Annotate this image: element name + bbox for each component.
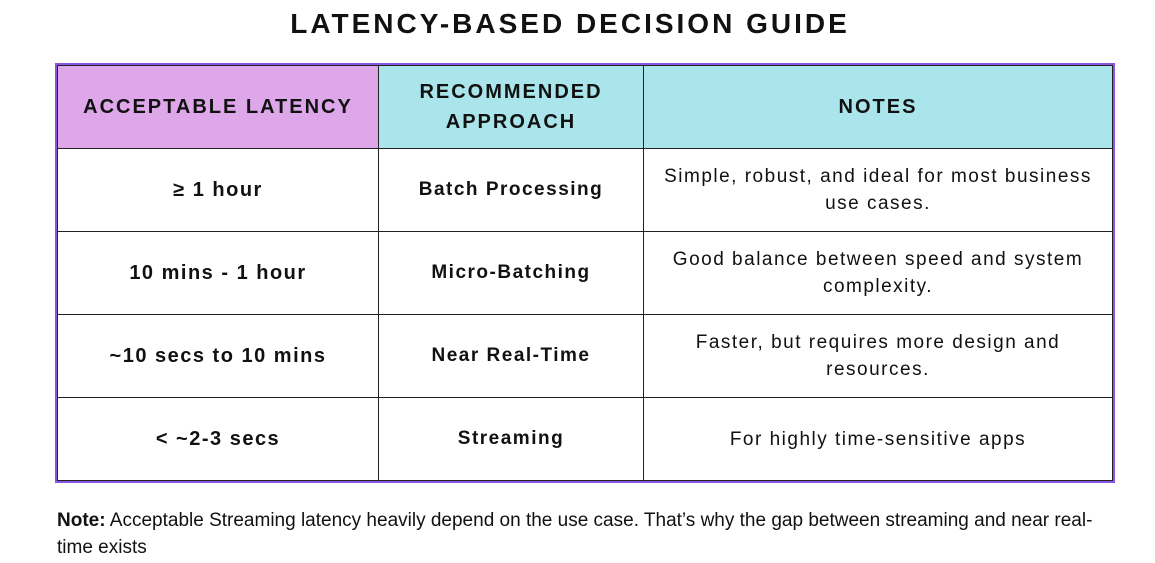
note-text: Acceptable Streaming latency heavily dep… — [57, 510, 1093, 558]
note-label: Note: — [57, 510, 106, 531]
table-row: ~10 secs to 10 mins Near Real-Time Faster,… — [57, 314, 1113, 398]
table-cell: Batch Processing — [378, 148, 644, 232]
table-cell: 10 mins - 1 hour — [57, 231, 379, 315]
column-header: RECOMMENDED APPROACH — [378, 65, 644, 149]
table-cell: ≥ 1 hour — [57, 148, 379, 232]
table-cell: For highly time-sensitive apps — [643, 397, 1113, 481]
decision-table: ACCEPTABLE LATENCY RECOMMENDED APPROACH NO… — [55, 63, 1115, 483]
table-cell: ~10 secs to 10 mins — [57, 314, 379, 398]
title: LATENCY-BASED DECISION GUIDE — [290, 8, 850, 39]
table-cell: < ~2-3 secs — [57, 397, 379, 481]
table-body: ≥ 1 hour Batch Processing Simple, robust, … — [57, 148, 1113, 481]
table-cell: Faster, but requires more design and res… — [643, 314, 1113, 398]
table-row: ≥ 1 hour Batch Processing Simple, robust, … — [57, 148, 1113, 232]
column-header-text: RECOMMENDED APPROACH — [419, 81, 603, 133]
column-header-text: NOTES — [838, 96, 918, 118]
table-cell: Near Real-Time — [378, 314, 644, 398]
column-header-text: ACCEPTABLE LATENCY — [83, 96, 353, 118]
table-cell: Good balance between speed and system co… — [643, 231, 1113, 315]
column-header: NOTES — [643, 65, 1113, 149]
header-row: ACCEPTABLE LATENCY RECOMMENDED APPROACH NO… — [57, 65, 1113, 149]
table-cell: Simple, robust, and ideal for most busin… — [643, 148, 1113, 232]
column-header: ACCEPTABLE LATENCY — [57, 65, 379, 149]
table-row: 10 mins - 1 hour Micro-Batching Good balan… — [57, 231, 1113, 315]
table-cell: Micro-Batching — [378, 231, 644, 315]
table-row: < ~2-3 secs Streaming For highly time-sens… — [57, 397, 1113, 481]
table-cell: Streaming — [378, 397, 644, 481]
note: Note: Acceptable Streaming latency heavi… — [57, 507, 1127, 561]
